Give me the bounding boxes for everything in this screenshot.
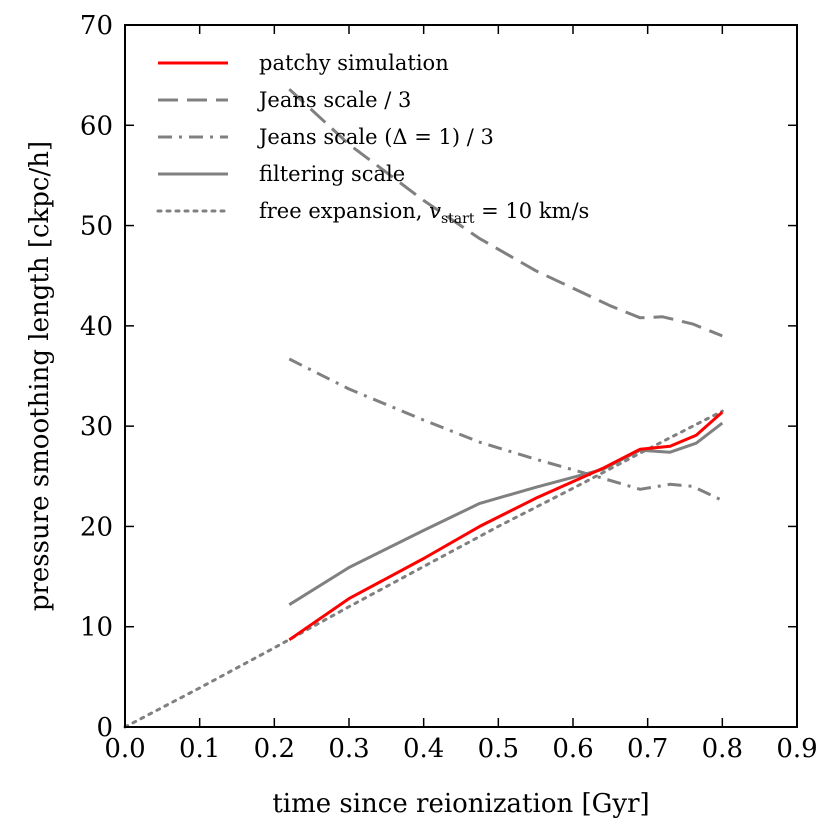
y-tick-label: 50 — [80, 212, 113, 242]
x-tick-label: 0.1 — [179, 734, 220, 764]
legend-label-5: free expansion, vstart = 10 km/s — [259, 199, 589, 227]
x-tick-label: 0.5 — [478, 734, 519, 764]
y-tick-label: 60 — [80, 111, 113, 141]
x-tick-label: 0.9 — [776, 734, 817, 764]
series-line-1 — [288, 410, 724, 642]
y-axis-label: pressure smoothing length [ckpc/h] — [25, 141, 55, 611]
x-tick-label: 0.3 — [328, 734, 369, 764]
series-line-4 — [288, 421, 724, 606]
legend: patchy simulation Jeans scale / 3 Jeans sc… — [156, 51, 589, 227]
x-tick-label: 0.7 — [627, 734, 668, 764]
y-tick-label: 10 — [80, 613, 113, 643]
plot-frame — [124, 24, 798, 728]
series-line-3 — [288, 357, 723, 502]
plot-lines — [123, 88, 724, 729]
legend-label-3: Jeans scale (Δ = 1) / 3 — [257, 125, 494, 149]
series-line-5 — [123, 409, 724, 729]
series-line-2 — [288, 88, 723, 338]
x-tick-label: 0.0 — [104, 734, 145, 764]
y-tick-label: 40 — [80, 312, 113, 342]
x-tick-label: 0.4 — [403, 734, 444, 764]
x-axis-label: time since reionization [Gyr] — [272, 789, 649, 819]
x-tick-label: 0.8 — [702, 734, 743, 764]
y-tick-label: 70 — [80, 11, 113, 41]
y-tick-label: 30 — [80, 412, 113, 442]
x-tick-label: 0.6 — [552, 734, 593, 764]
legend-label-2: Jeans scale / 3 — [257, 88, 411, 112]
axis-ticks — [124, 24, 798, 728]
tick-labels: 0.0 0.1 0.2 0.3 0.4 0.5 0.6 0.7 0.8 0.9 0 10 20 30 40 5… — [80, 11, 818, 764]
y-tick-label: 0 — [96, 713, 113, 743]
legend-label-1: patchy simulation — [259, 51, 449, 75]
y-tick-label: 20 — [80, 512, 113, 542]
legend-label-4: filtering scale — [259, 162, 405, 186]
x-tick-label: 0.2 — [254, 734, 295, 764]
